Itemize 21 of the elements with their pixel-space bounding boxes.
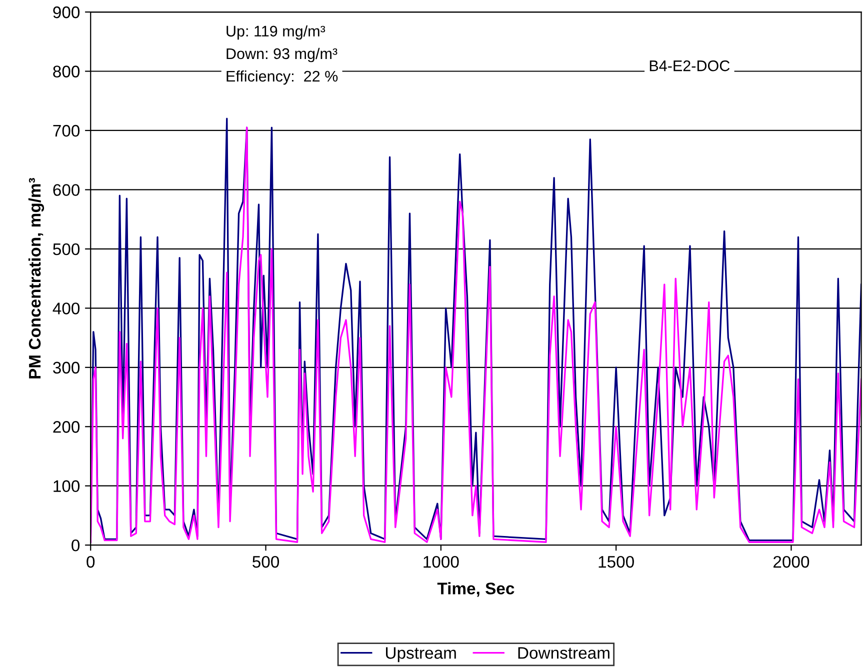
annotation: B4-E2-DOC	[650, 60, 730, 72]
legend-label: Downstream	[518, 647, 610, 659]
x-tick-label: 2000	[774, 556, 810, 568]
y-tick-label: 800	[53, 66, 80, 78]
annotation: Up: 119 mg/m³ Down: 93 mg/m³ Efficiency: 22 %	[226, 25, 338, 85]
x-tick-label: 0	[86, 556, 95, 568]
x-tick-label: 500	[252, 556, 280, 568]
y-tick-label: 500	[53, 243, 80, 256]
x-tick-label: 1500	[598, 556, 634, 568]
y-tick-label: 0	[72, 539, 80, 552]
y-tick-label: 400	[52, 302, 80, 314]
x-tick-label: 1000	[424, 556, 459, 568]
y-tick-label: 700	[53, 124, 80, 137]
y-tick-label: 600	[53, 184, 80, 196]
y-tick-label: 900	[53, 6, 80, 18]
y-axis-title: PM Concentration, mg/m³	[28, 178, 44, 378]
y-tick-label: 300	[53, 362, 80, 374]
x-axis-title: Time, Sec	[437, 582, 514, 597]
y-tick-label: 100	[54, 480, 80, 492]
legend-label: Upstream	[386, 647, 456, 662]
y-tick-label: 200	[53, 421, 80, 433]
